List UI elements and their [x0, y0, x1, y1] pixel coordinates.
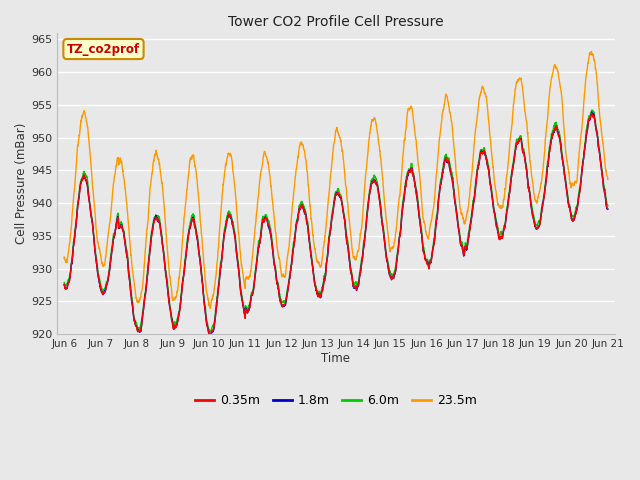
X-axis label: Time: Time [321, 352, 351, 365]
Legend: 0.35m, 1.8m, 6.0m, 23.5m: 0.35m, 1.8m, 6.0m, 23.5m [190, 389, 482, 412]
Text: TZ_co2prof: TZ_co2prof [67, 43, 140, 56]
Title: Tower CO2 Profile Cell Pressure: Tower CO2 Profile Cell Pressure [228, 15, 444, 29]
Y-axis label: Cell Pressure (mBar): Cell Pressure (mBar) [15, 123, 28, 244]
